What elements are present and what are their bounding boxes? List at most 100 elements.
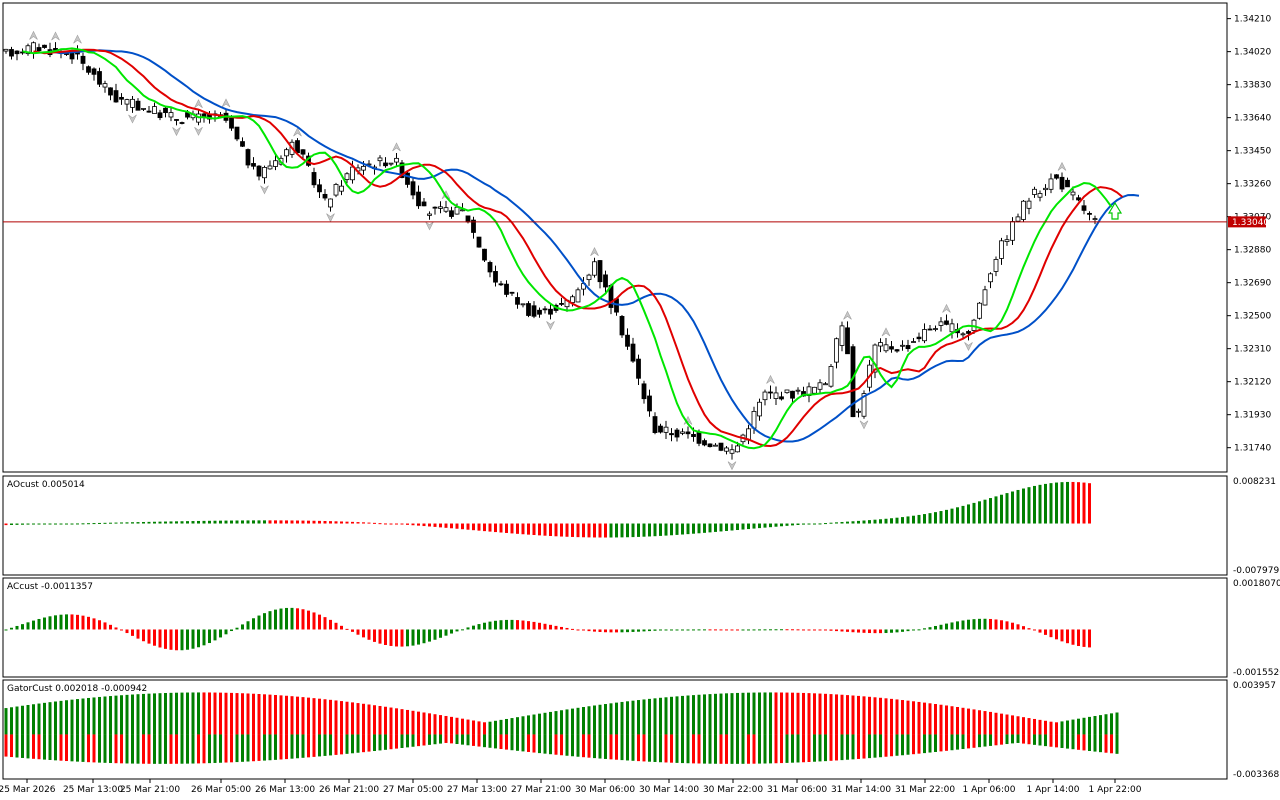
histogram-bar [439,629,442,638]
histogram-bar [681,734,684,764]
histogram-bar [224,520,228,524]
histogram-bar [945,623,948,630]
histogram-bar [928,734,932,753]
histogram-bar [835,629,838,632]
histogram-bar [395,629,398,647]
histogram-bar [994,619,998,630]
histogram-bar [120,522,123,524]
histogram-bar [114,522,118,524]
histogram-bar [835,694,838,735]
histogram-bar [1044,734,1047,747]
candle [152,102,157,114]
histogram-bar [956,621,959,630]
histogram-bar [1027,628,1031,630]
histogram-bar [1060,482,1064,524]
histogram-bar [543,712,547,735]
main-price-panel[interactable]: 1.34210 1.34020 1.33830 1.33640 1.33450 1.332… [2,2,1271,473]
histogram-bar [296,608,299,630]
ac-panel[interactable]: ACcust -0.0011357 0.0018070 -0.0015526 [2,577,1280,678]
histogram-bar [32,523,35,525]
histogram-bar [428,629,431,642]
time-axis-label: 30 Mar 06:00 [575,785,635,795]
histogram-bar [1082,717,1086,735]
histogram-bar [164,521,167,524]
histogram-bar [763,734,767,764]
histogram-bar [983,618,987,630]
histogram-bar [483,722,486,735]
ao-panel[interactable]: AOcust 0.005014 0.008231 -0.007979 [2,475,1279,576]
histogram-bar [978,734,981,748]
ac-panel-title: ACcust -0.0011357 [7,582,93,592]
histogram-bar [703,629,706,631]
histogram-bar [994,734,998,746]
candle [603,270,608,294]
histogram-bar [1099,734,1102,753]
histogram-bar [367,629,371,640]
histogram-bar [131,522,134,524]
histogram-bar [70,523,74,525]
ao-min-label: -0.007979 [1233,566,1279,576]
time-axis-label: 25 Mar 21:00 [120,785,180,795]
histogram-bar [257,734,261,761]
histogram-bar [488,621,492,630]
histogram-bar [1022,626,1025,630]
candle [636,354,641,385]
histogram-bar [659,697,662,735]
candle [889,340,894,353]
histogram-bar [758,523,761,529]
histogram-bar [890,518,893,524]
histogram-bar [1055,734,1058,748]
histogram-bar [631,629,635,632]
histogram-bar [703,694,706,735]
histogram-bar [686,629,690,631]
histogram-bar [648,523,651,537]
histogram-bar [692,695,695,735]
histogram-bar [400,709,404,735]
histogram-bar [807,629,811,631]
histogram-bar [840,734,844,761]
histogram-bar [98,620,101,630]
histogram-bar [824,693,827,735]
histogram-bar [1005,493,1009,524]
histogram-bar [719,734,723,764]
histogram-bar [444,715,448,735]
histogram-bar [697,523,701,534]
fractal-up-icon [590,247,599,256]
histogram-bar [873,734,877,758]
candle [119,93,124,105]
ac-max-label: 0.0018070 [1233,579,1280,589]
histogram-bar [950,508,954,524]
candle [977,301,982,320]
candle [988,272,993,289]
histogram-bar [268,734,272,761]
histogram-bar [956,734,959,750]
candle [933,325,938,332]
histogram-bar [934,704,937,735]
candle [311,167,317,188]
histogram-bar [807,734,811,762]
histogram-bar [829,694,833,735]
gator-panel[interactable]: GatorCust 0.002018 -0.000942 0.003957 -0… [2,679,1279,780]
histogram-bar [109,522,112,524]
fractal-down-icon [546,321,555,331]
ao-histogram [4,481,1091,538]
histogram-bar [813,523,816,525]
histogram-bar [191,692,195,735]
histogram-bar [4,629,8,631]
histogram-bar [340,701,343,735]
current-price-label: 1.33040 [1232,218,1269,228]
histogram-bar [598,523,602,538]
histogram-bar [373,522,376,524]
histogram-bar [554,711,558,735]
histogram-bar [730,734,734,764]
histogram-bar [235,627,239,630]
histogram-bar [884,518,888,524]
histogram-bar [664,734,668,763]
histogram-bar [686,523,690,535]
histogram-bar [169,692,173,735]
histogram-bar [1060,629,1064,642]
histogram-bar [439,523,442,528]
candle [388,162,394,167]
histogram-bar [565,709,569,735]
